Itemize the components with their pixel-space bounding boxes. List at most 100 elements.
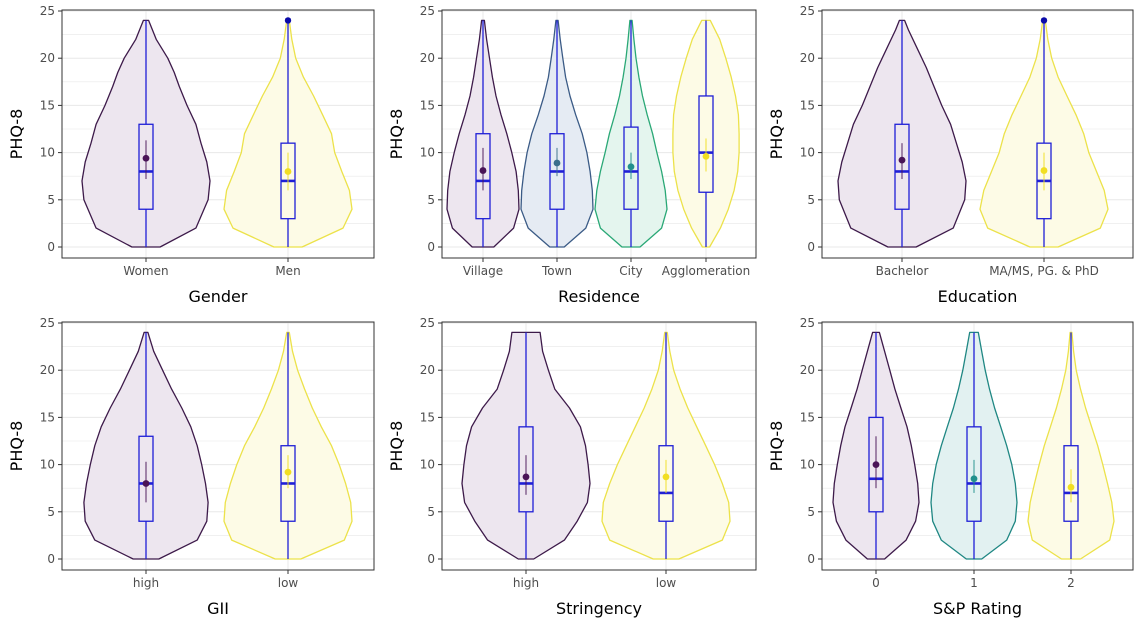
x-axis-title: GII: [207, 599, 229, 618]
panel-border: [821, 321, 1134, 571]
y-tick-label: 20: [40, 363, 55, 377]
panel-5: high low 0 5 10 15 20 25 Stringency PHQ-8: [387, 316, 757, 618]
y-tick-label: 25: [40, 316, 55, 330]
y-tick-label: 15: [40, 98, 55, 112]
x-tick-label: Bachelor: [876, 264, 929, 278]
y-tick-label: 5: [427, 193, 435, 207]
panel-border: [821, 9, 1134, 259]
y-tick-label: 25: [800, 316, 815, 330]
y-tick-label: 15: [800, 410, 815, 424]
y-tick-label: 20: [420, 363, 435, 377]
y-tick-label: 0: [807, 552, 815, 566]
x-axis-title: Stringency: [556, 599, 642, 618]
mean-point: [627, 163, 635, 171]
outlier-point: [284, 17, 292, 24]
y-tick-label: 15: [420, 98, 435, 112]
y-tick-label: 20: [420, 51, 435, 65]
x-tick-label: Agglomeration: [662, 264, 750, 278]
x-tick-label: Women: [123, 264, 168, 278]
x-tick-label: Town: [541, 264, 572, 278]
x-tick-label: low: [278, 576, 299, 590]
box-1: [966, 426, 982, 522]
box-2: [1063, 445, 1079, 522]
mean-point: [898, 156, 906, 164]
mean-point: [1040, 167, 1048, 174]
box-high: [518, 426, 534, 513]
panel-border: [441, 321, 757, 571]
y-tick-label: 10: [800, 458, 815, 472]
x-tick-label: Village: [463, 264, 503, 278]
violin-Agglomeration: [672, 19, 740, 248]
panel-border: [441, 9, 757, 259]
y-axis-title: PHQ-8: [767, 109, 786, 160]
mean-point: [970, 475, 978, 483]
box-Bachelor: [894, 123, 910, 210]
box-City: [623, 126, 639, 210]
box-Village: [475, 133, 491, 220]
y-tick-label: 20: [800, 363, 815, 377]
y-axis-title: PHQ-8: [7, 421, 26, 472]
y-tick-label: 0: [427, 552, 435, 566]
violin-high: [83, 331, 209, 560]
panel-3: Bachelor MA/MS, PG. & PhD 0 5 10 15 20 25 Educat…: [767, 4, 1134, 306]
box-high: [138, 435, 154, 522]
x-axis-title: S&P Rating: [933, 599, 1022, 618]
outlier-point: [1040, 17, 1048, 24]
x-tick-label: Men: [275, 264, 300, 278]
panel-border: [61, 321, 375, 571]
mean-point: [702, 152, 710, 160]
y-tick-label: 5: [807, 505, 815, 519]
violin-1: [930, 331, 1018, 560]
y-tick-label: 0: [47, 552, 55, 566]
x-tick-label: high: [133, 576, 159, 590]
y-tick-label: 10: [420, 146, 435, 160]
mean-point: [284, 468, 292, 476]
y-axis-title: PHQ-8: [387, 421, 406, 472]
x-tick-label: low: [656, 576, 677, 590]
mean-point: [1067, 483, 1075, 491]
y-tick-label: 0: [47, 240, 55, 254]
violin-Bachelor: [837, 19, 967, 248]
mean-point: [872, 461, 880, 468]
y-tick-label: 25: [420, 4, 435, 18]
violin-Women: [81, 19, 211, 248]
mean-point: [142, 480, 150, 487]
y-tick-label: 25: [800, 4, 815, 18]
violin-high: [461, 331, 591, 560]
x-tick-label: City: [619, 264, 643, 278]
box-0: [868, 416, 884, 513]
box-low: [658, 445, 674, 522]
y-tick-label: 5: [427, 505, 435, 519]
y-tick-label: 20: [800, 51, 815, 65]
y-tick-label: 5: [47, 505, 55, 519]
mean-point: [284, 168, 292, 175]
mean-point: [142, 154, 150, 162]
y-tick-label: 10: [40, 146, 55, 160]
y-axis-title: PHQ-8: [387, 109, 406, 160]
y-axis-title: PHQ-8: [767, 421, 786, 472]
y-tick-label: 0: [807, 240, 815, 254]
panel-2: Village Town City Agglomeration 0 5 10 15 20 25 Re…: [387, 4, 757, 306]
y-tick-label: 10: [800, 146, 815, 160]
x-tick-label: 0: [872, 576, 880, 590]
y-tick-label: 15: [800, 98, 815, 112]
box-Agglomeration: [698, 95, 714, 193]
y-tick-label: 20: [40, 51, 55, 65]
x-axis-title: Residence: [558, 287, 640, 306]
y-tick-label: 15: [40, 410, 55, 424]
x-axis-title: Education: [938, 287, 1018, 306]
panel-border: [61, 9, 375, 259]
mean-point: [553, 159, 561, 167]
x-axis-title: Gender: [189, 287, 248, 306]
violin-City: [594, 19, 668, 248]
y-tick-label: 10: [40, 458, 55, 472]
y-tick-label: 5: [807, 193, 815, 207]
x-tick-label: high: [513, 576, 539, 590]
y-tick-label: 25: [420, 316, 435, 330]
y-tick-label: 5: [47, 193, 55, 207]
panel-1: Women Men 0 5 10 15 20 25 Gender PHQ-8: [7, 4, 375, 306]
mean-point: [522, 473, 530, 481]
box-Women: [138, 123, 154, 210]
